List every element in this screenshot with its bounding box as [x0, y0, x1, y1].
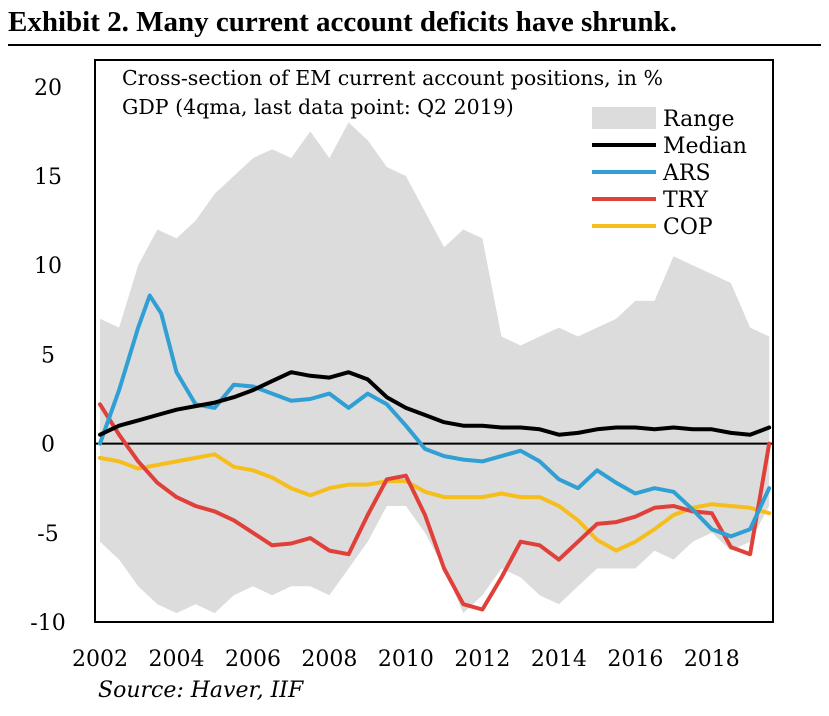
x-tick-label: 2006	[225, 647, 281, 672]
x-tick-label: 2016	[607, 647, 663, 672]
y-tick-label: -5	[37, 522, 58, 547]
series-line-cop	[98, 452, 772, 553]
legend-item-cop: COP	[592, 215, 713, 240]
exhibit-title: Exhibit 2. Many current account deficits…	[8, 6, 677, 38]
y-tick-label: -10	[30, 611, 65, 636]
y-tick-label: 20	[34, 76, 62, 101]
y-tick-label: 10	[34, 254, 62, 279]
chart-subtitle-line: Cross-section of EM current account posi…	[122, 66, 663, 90]
legend-item-median: Median	[592, 134, 747, 159]
x-tick-label: 2018	[684, 647, 740, 672]
legend-item-range: Range	[592, 107, 734, 132]
legend-label: COP	[663, 215, 713, 240]
legend-label: TRY	[663, 188, 709, 213]
y-tick-label: 0	[41, 433, 55, 458]
legend-item-try: TRY	[592, 188, 709, 213]
plot-frame	[94, 59, 774, 623]
legend-label: Median	[663, 134, 747, 159]
y-tick-label: 5	[41, 343, 55, 368]
title-rule	[8, 44, 821, 46]
legend-swatch-range	[592, 107, 656, 129]
legend-item-ars: ARS	[592, 161, 711, 186]
chart-subtitle-line: GDP (4qma, last data point: Q2 2019)	[122, 95, 514, 119]
x-tick-label: 2002	[72, 647, 128, 672]
series-line-try	[98, 402, 772, 612]
range-band	[100, 122, 770, 614]
x-tick-label: 2010	[378, 647, 434, 672]
source-note: Source: Haver, IIF	[98, 678, 304, 703]
x-tick-label: 2014	[531, 647, 587, 672]
legend-label: ARS	[662, 161, 711, 186]
x-tick-label: 2008	[301, 647, 357, 672]
x-tick-label: 2012	[454, 647, 510, 672]
exhibit-heading: Exhibit 2. Many current account deficits…	[8, 4, 821, 44]
y-tick-label: 15	[34, 165, 62, 190]
series-line-median	[98, 370, 772, 437]
legend-label: Range	[663, 107, 734, 132]
x-tick-label: 2004	[148, 647, 204, 672]
